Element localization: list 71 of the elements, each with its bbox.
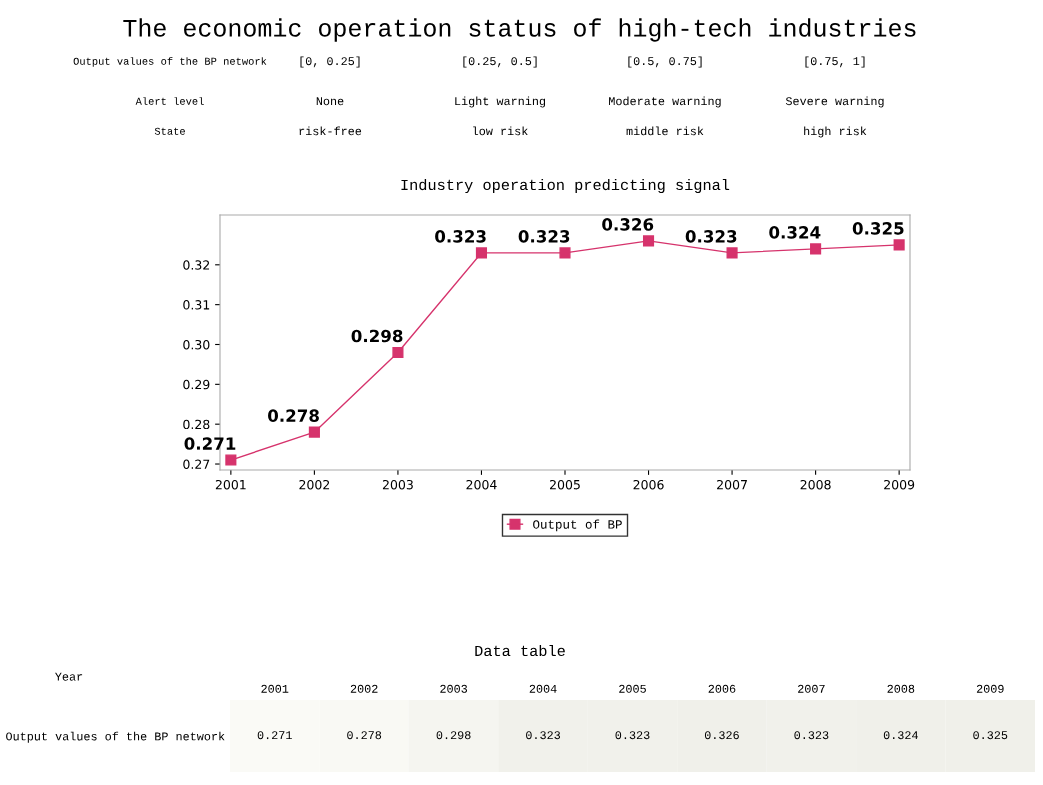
text: [0, 0.25]	[300, 56, 360, 68]
x-tick-label: 2006	[633, 479, 664, 490]
point	[308, 426, 320, 438]
y-tick-label: 0.28	[183, 419, 210, 430]
x-tick-label: 2004	[466, 479, 497, 490]
point	[893, 239, 905, 251]
point	[810, 243, 822, 255]
text: risk-free	[299, 126, 362, 136]
text: Output values of the BP network	[73, 57, 267, 67]
x-tick-label: 2005	[550, 479, 580, 490]
text: None	[316, 97, 344, 106]
text: Moderate warning	[609, 96, 721, 108]
data-label: 0.271	[257, 731, 292, 740]
data-label: 0.325	[973, 731, 1008, 740]
x-tick-label: 2008	[800, 479, 831, 490]
chart-title: Data table	[475, 644, 565, 657]
data-label: 0.324	[883, 731, 918, 740]
x-tick-label: 2002	[350, 684, 378, 693]
x-tick-label: 2001	[261, 684, 289, 693]
x-tick-label: 2007	[798, 684, 825, 693]
point	[392, 346, 404, 359]
data-label: 0.271	[184, 437, 236, 450]
data-label: 0.278	[347, 731, 382, 740]
y-tick-label: 0.29	[183, 379, 210, 390]
x-tick-label: 2008	[887, 684, 915, 693]
text: [0.25, 0.5]	[463, 56, 537, 68]
text: low risk	[473, 126, 528, 136]
data-label: 0.324	[769, 226, 821, 239]
data-label: 0.323	[615, 731, 650, 740]
data-label: 0.325	[852, 222, 904, 235]
data-label: 0.323	[794, 731, 829, 740]
y-tick-label: 0.31	[183, 300, 210, 310]
text: [0.75, 1]	[805, 56, 865, 68]
text: State	[154, 127, 185, 135]
x-tick-label: 2009	[884, 479, 915, 490]
text: Severe warning	[785, 96, 884, 108]
data-label: 0.298	[351, 329, 403, 343]
x-tick-label: 2007	[717, 479, 747, 490]
data-label: 0.323	[435, 230, 486, 243]
data-label: 0.323	[685, 230, 737, 243]
point	[225, 454, 237, 466]
x-axis-title: Year	[55, 672, 83, 681]
point	[726, 247, 738, 259]
data-label: 0.326	[704, 731, 739, 740]
text: Light warning	[455, 96, 546, 108]
y-tick-label: 0.32	[183, 260, 210, 270]
point	[475, 247, 488, 259]
point	[642, 235, 655, 247]
text: middle risk	[626, 126, 704, 136]
x-tick-label: 2003	[440, 684, 468, 693]
x-tick-label: 2009	[976, 684, 1004, 693]
point	[559, 247, 571, 259]
x-tick-label: 2004	[529, 684, 557, 693]
y-tick-label: 0.27	[183, 459, 210, 469]
data-label: 0.323	[518, 230, 570, 243]
text: high risk	[804, 126, 867, 138]
data-label: 0.278	[268, 409, 319, 422]
legend-label: Output of BP	[533, 519, 622, 532]
y-tick-label: 0.30	[183, 339, 210, 350]
data-label: 0.323	[526, 731, 561, 740]
x-tick-label: 2005	[619, 684, 646, 693]
x-tick-label: 2006	[708, 684, 736, 693]
data-label: 0.298	[436, 731, 471, 740]
chart-title: Industry operation predicting signal	[401, 178, 730, 194]
x-tick-label: 2003	[382, 479, 413, 490]
text: The economic operation status of high-tech industries	[123, 18, 916, 42]
x-tick-label: 2001	[215, 479, 246, 490]
text: [0.5, 0.75]	[628, 56, 702, 68]
text: Alert level	[135, 97, 204, 105]
data-label: 0.326	[602, 218, 654, 231]
x-tick-label: 2002	[299, 479, 330, 490]
